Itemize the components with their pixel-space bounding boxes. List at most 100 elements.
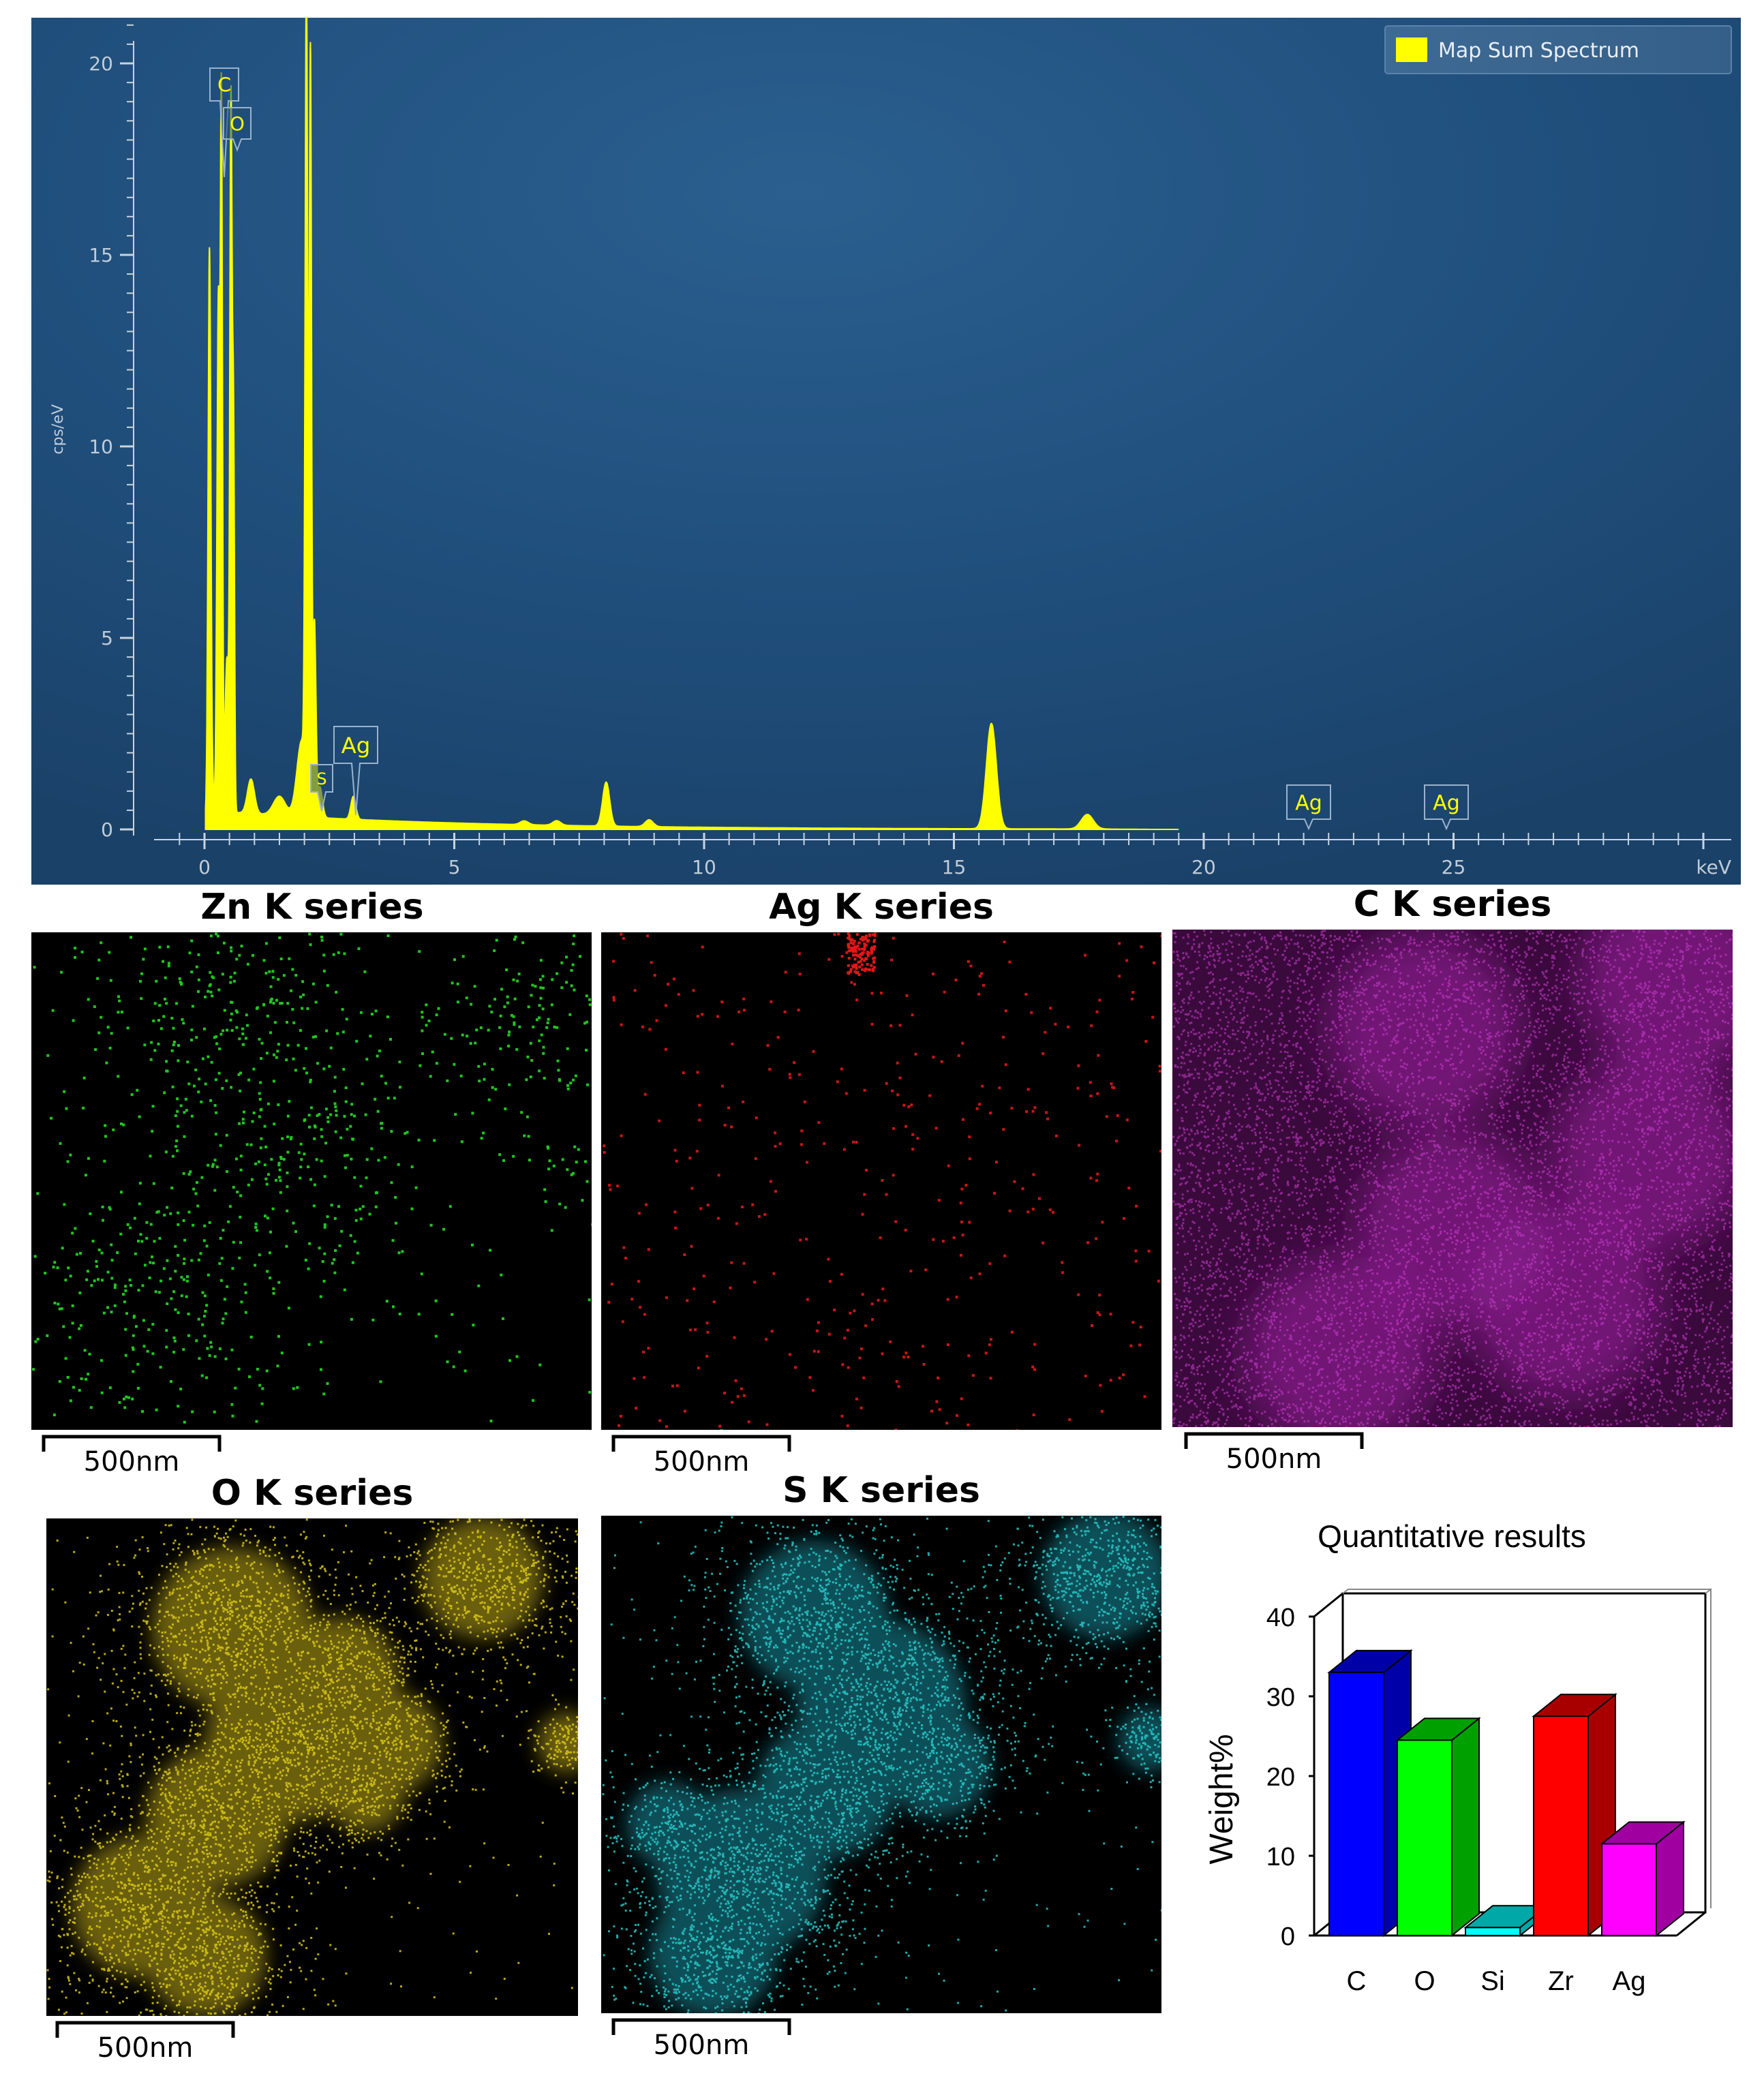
spectrum-background [31,18,1741,885]
frame-shadow [1342,1588,1712,1908]
peak-label-text: S [316,769,326,789]
y-axis-label: cps/eV [50,404,67,455]
signal-blob [324,1752,406,1833]
y-tick-label: 0 [101,819,113,841]
map-title: S K series [782,1470,980,1511]
bar-front [1465,1927,1521,1937]
hotspot [847,932,877,976]
y-tick-label: 20 [89,52,113,75]
bar-y-tick-labels: 0 10 20 30 40 [1266,1604,1314,1951]
bar-chart-title: Quantitative results [1318,1518,1586,1554]
peak-label-box [1286,784,1331,831]
map-signal [1172,930,1733,1427]
peak-label-ag: Ag [1286,784,1331,831]
y-tick-label: 15 [89,244,113,266]
bar-category-labels: C O Si Zr Ag [1347,1966,1646,1996]
x-axis-label: keV [1696,856,1731,878]
map-c-k-series: C K series 500nm [1172,884,1733,1475]
peak-label-box [223,107,252,152]
map-title: O K series [211,1473,414,1514]
bar-marks [1327,1649,1686,1938]
bar-front [1533,1715,1589,1936]
y-axis-tick-labels: 0 5 10 15 20 [89,52,113,841]
scale-bar-label: 500nm [654,2030,750,2061]
x-axis-tick-labels: 0 5 10 15 20 25 [198,856,1465,878]
scale-bar-label: 500nm [1226,1443,1322,1475]
quantitative-bar-chart: Quantitative results Weight% 0 10 20 30 40 C… [1204,1518,1712,1996]
glow-spot [1469,1207,1660,1398]
speckle [603,932,1161,1430]
peak-label-o: O [223,107,252,152]
scale-bar-label: 500nm [97,2032,194,2064]
legend-box [1384,25,1732,74]
bar-category-label: Zr [1548,1966,1574,1996]
bar-category-label: C [1347,1966,1367,1996]
bar-category-label: Si [1480,1966,1505,1996]
bar-y-tick-label: 0 [1281,1923,1295,1951]
bar-front [1397,1739,1453,1937]
bar-y-tick-label: 10 [1266,1843,1295,1871]
scale-bar-line [1184,1432,1364,1449]
peak-label-text: Ag [341,733,371,759]
bar-y-tick-label: 40 [1266,1604,1295,1632]
map-zn-k-series: Zn K series 500nm [31,887,592,1478]
y-axis-ticks [120,24,134,831]
x-tick-label: 0 [198,856,211,878]
bar-category-label: O [1414,1966,1435,1996]
scale-bar-label: 500nm [654,1446,750,1478]
eds-spectrum-panel: 0 5 10 15 20 0 5 10 15 20 25 cps/eV keV CO S Ag Ag Ag… [31,16,1741,885]
scale-bar-line [611,2018,791,2035]
scale-bar-line [611,1435,791,1452]
map-o-k-series: O K series 500nm [46,1473,578,2064]
scale-bar: 500nm [611,1435,791,1478]
peak-label-ag: Ag [333,726,378,816]
peak-label-text: O [230,112,245,135]
bar-y-tick-label: 20 [1266,1763,1295,1792]
bar-side [1451,1717,1480,1938]
map-title: Ag K series [769,887,994,928]
scale-bar-label: 500nm [84,1446,180,1478]
bar-y-tick-label: 30 [1266,1683,1295,1712]
bar-category-label: Ag [1613,1966,1646,1996]
bar-front [1328,1671,1384,1936]
signal-blob [536,1712,578,1773]
peak-annotations: CO S Ag Ag Ag [209,67,1469,831]
legend-swatch [1396,37,1427,62]
peak-label-ag: Ag [1424,784,1469,831]
bar-front [1601,1843,1657,1936]
map-image [31,932,592,1430]
bar-ag [1600,1820,1686,1938]
scale-bar: 500nm [1184,1432,1364,1475]
y-tick-label: 10 [89,435,113,458]
legend: Map Sum Spectrum [1384,25,1732,74]
legend-label: Map Sum Spectrum [1438,39,1639,63]
peak-label-box [333,726,378,816]
x-axis-ticks [179,833,1705,849]
map-signal [603,932,1161,1430]
glow-spot [1581,930,1733,1075]
x-tick-label: 5 [448,856,461,878]
map-signal [46,1518,578,2016]
map-s-k-series: S K series 500nm [601,1470,1161,2061]
signal-blob [884,1711,991,1818]
bar-o [1395,1717,1481,1938]
scale-bar-line [55,2021,235,2038]
series-map-sum-spectrum [204,16,1179,830]
x-tick-label: 20 [1191,856,1216,878]
map-signal [602,1516,1161,2013]
peak-label-s: S [310,764,333,812]
peak-label-box [1424,784,1469,831]
speckle [32,932,592,1424]
peak-label-text: C [217,74,231,97]
scale-bar: 500nm [611,2018,791,2061]
map-title: Zn K series [200,887,423,928]
peak-label-text: Ag [1433,791,1460,815]
scale-bar: 500nm [55,2021,235,2064]
peak-label-text: Ag [1295,791,1322,815]
scale-bar-line [42,1435,222,1452]
x-tick-label: 10 [692,856,716,878]
map-ag-k-series: Ag K series 500nm [601,887,1161,1478]
scale-bar: 500nm [42,1435,222,1478]
